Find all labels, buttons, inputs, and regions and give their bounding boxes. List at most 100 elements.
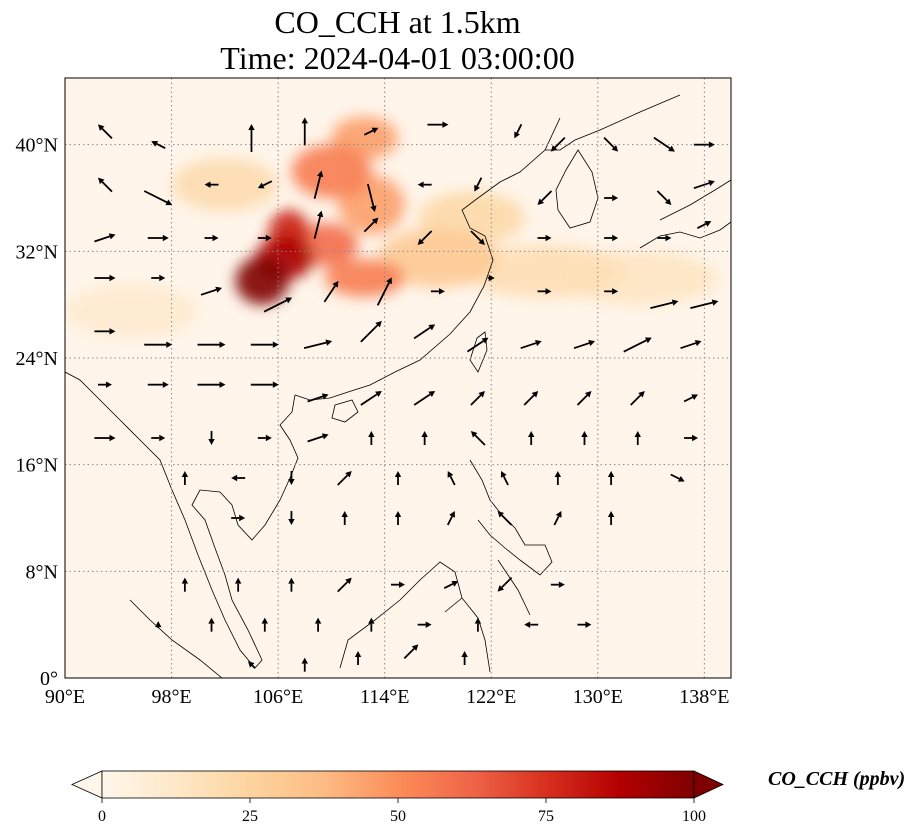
- wind-arrow: [288, 511, 295, 525]
- wind-arrow: [470, 431, 486, 446]
- wind-arrow: [94, 233, 116, 243]
- wind-arrow: [94, 434, 116, 442]
- wind-arrow: [303, 339, 333, 350]
- wind-arrow: [288, 471, 295, 485]
- x-tick-label: 130°E: [573, 686, 623, 708]
- wind-arrow: [550, 137, 566, 152]
- wind-arrow: [337, 471, 352, 486]
- y-tick-label: 16°N: [16, 455, 58, 477]
- wind-arrow: [97, 177, 113, 193]
- wind-arrow: [430, 288, 445, 295]
- wind-arrow: [696, 220, 712, 229]
- colorbar-extend-min: [71, 770, 103, 799]
- wind-arrow: [446, 511, 455, 526]
- coastline-borneo: [339, 561, 491, 673]
- wind-arrow: [354, 651, 362, 665]
- chart-title: CO_CCH at 1.5km Time: 2024-04-01 03:00:0…: [0, 4, 795, 76]
- chart-title-variable: CO_CCH at 1.5km: [274, 4, 521, 40]
- x-tick-label: 122°E: [466, 686, 516, 708]
- wind-arrow: [537, 288, 552, 295]
- co-concentration-field: [65, 116, 718, 339]
- wind-arrow: [307, 433, 329, 443]
- colorbar-label: CO_CCH (ppbv): [768, 768, 906, 790]
- wind-arrow: [604, 194, 619, 202]
- wind-arrow: [650, 299, 679, 310]
- wind-arrow: [257, 434, 272, 442]
- co-plume-0: [65, 284, 199, 339]
- wind-arrow: [537, 234, 552, 242]
- wind-arrow: [470, 391, 485, 406]
- wind-arrow: [288, 577, 295, 592]
- wind-arrow: [417, 181, 432, 188]
- wind-arrow: [314, 617, 322, 632]
- wind-arrow: [461, 651, 468, 665]
- wind-arrow: [603, 137, 619, 152]
- chart-title-time: Time: 2024-04-01 03:00:00: [220, 40, 575, 76]
- wind-arrow: [263, 297, 293, 313]
- wind-arrow: [231, 474, 246, 482]
- wind-arrow: [360, 320, 382, 343]
- co-plume-9: [291, 144, 372, 198]
- wind-arrow: [653, 136, 675, 152]
- x-axis: 90°E 98°E 106°E 114°E 122°E 130°E 138°E: [45, 686, 730, 708]
- wind-arrow: [94, 328, 116, 335]
- colorbar-gradient: [101, 770, 695, 799]
- wind-arrow: [394, 511, 402, 525]
- co-plume-5: [378, 228, 498, 288]
- wind-arrow: [500, 471, 509, 486]
- wind-arrow: [250, 381, 279, 388]
- wind-arrow: [313, 210, 324, 239]
- wind-arrow: [630, 391, 645, 406]
- coastline-hainan: [331, 399, 359, 423]
- wind-arrow: [573, 340, 595, 350]
- colorbar-tick-label: 50: [390, 808, 406, 825]
- wind-arrow: [497, 577, 513, 592]
- co-plume-2: [464, 244, 625, 298]
- wind-arrow: [528, 431, 535, 445]
- wind-arrow: [670, 473, 685, 482]
- wind-arrow: [181, 577, 189, 592]
- colorbar-tick-label: 25: [242, 808, 258, 825]
- wind-arrow: [487, 274, 495, 282]
- wind-arrow: [656, 190, 672, 205]
- co-plume-13: [235, 256, 289, 305]
- wind-arrow: [97, 124, 113, 139]
- wind-arrow: [680, 340, 702, 350]
- wind-arrow: [307, 393, 329, 403]
- wind-arrow: [94, 274, 116, 282]
- wind-arrow: [554, 471, 562, 485]
- wind-arrow: [577, 621, 592, 628]
- y-tick-label: 8°N: [26, 561, 58, 583]
- wind-arrow: [97, 381, 112, 388]
- wind-arrow: [301, 117, 308, 146]
- wind-arrow: [197, 341, 226, 348]
- wind-arrow: [447, 471, 456, 486]
- wind-arrow: [363, 127, 379, 136]
- wind-arrow: [576, 391, 592, 406]
- wind-arrow: [366, 183, 377, 212]
- coastline-korea: [555, 149, 599, 229]
- wind-arrow: [337, 577, 352, 593]
- wind-arrow: [151, 274, 166, 282]
- coastline-bohai: [545, 94, 681, 151]
- wind-arrow: [147, 381, 169, 388]
- wind-arrow: [514, 123, 523, 139]
- wind-arrow: [443, 580, 459, 589]
- wind-arrow: [313, 170, 324, 199]
- y-tick-label: 24°N: [16, 348, 58, 370]
- y-tick-label: 32°N: [16, 241, 58, 263]
- wind-arrow: [466, 337, 489, 353]
- wind-arrow: [394, 471, 402, 485]
- wind-arrow: [257, 180, 273, 189]
- wind-arrow: [144, 341, 173, 348]
- wind-arrow: [417, 230, 433, 245]
- wind-arrow: [683, 394, 699, 403]
- y-axis: 0° 8°N 16°N 24°N 32°N 40°N: [16, 135, 58, 690]
- coastline-philippines: [444, 459, 553, 616]
- wind-arrow: [550, 581, 565, 588]
- wind-arrow: [427, 121, 449, 128]
- wind-arrow: [363, 217, 379, 233]
- wind-arrow: [497, 511, 513, 526]
- colorbar-tick-label: 75: [538, 808, 554, 825]
- x-tick-label: 98°E: [151, 686, 191, 708]
